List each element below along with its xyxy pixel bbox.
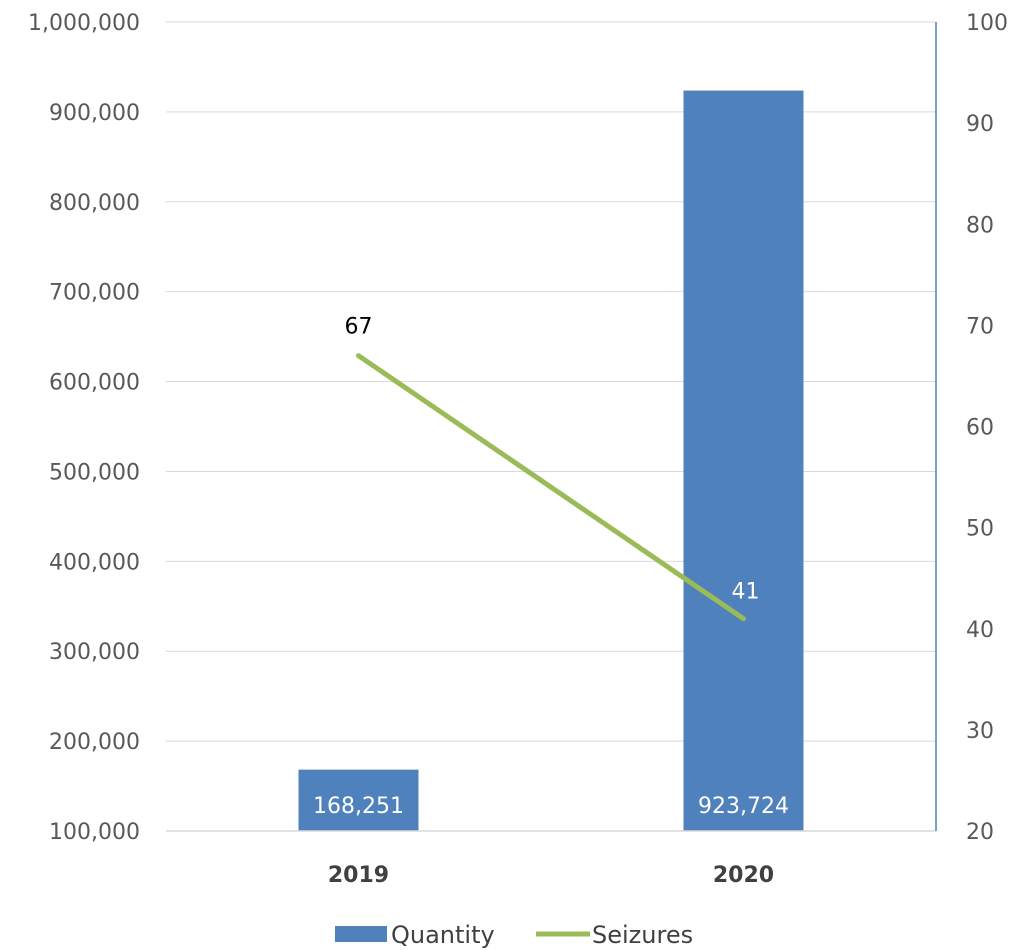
category-label: 2019: [328, 863, 389, 888]
bar-2019: [298, 769, 419, 831]
right-tick-label: 50: [966, 517, 994, 542]
legend-swatch-quantity: [335, 926, 387, 942]
line-seizures: [356, 353, 746, 622]
gridlines: [166, 21, 936, 832]
left-tick-label: 700,000: [49, 281, 140, 306]
left-tick-label: 1,000,000: [28, 11, 140, 36]
bar-data-label: 168,251: [313, 794, 404, 819]
right-tick-label: 30: [966, 719, 994, 744]
left-tick-label: 900,000: [49, 101, 140, 126]
right-tick-label: 40: [966, 618, 994, 643]
right-tick-label: 70: [966, 314, 994, 339]
bars: 168,251 923,724: [298, 90, 804, 831]
line-data-label: 67: [345, 315, 373, 340]
right-axis-ticks: 20 30 40 50 60 70 80 90 100: [966, 11, 1008, 845]
left-tick-label: 500,000: [49, 460, 140, 485]
left-tick-label: 100,000: [49, 820, 140, 845]
left-tick-label: 800,000: [49, 191, 140, 216]
line-data-label: 41: [732, 580, 760, 605]
legend: Quantity Seizures: [335, 921, 693, 949]
left-tick-label: 300,000: [49, 640, 140, 665]
left-tick-label: 400,000: [49, 550, 140, 575]
right-tick-label: 60: [966, 416, 994, 441]
left-axis-ticks: 100,000 200,000 300,000 400,000 500,000 600,0…: [28, 11, 140, 845]
left-tick-label: 600,000: [49, 371, 140, 396]
right-tick-label: 90: [966, 112, 994, 137]
right-tick-label: 20: [966, 820, 994, 845]
left-tick-label: 200,000: [49, 730, 140, 755]
legend-label-seizures: Seizures: [592, 921, 693, 949]
legend-label-quantity: Quantity: [391, 921, 495, 949]
right-tick-label: 80: [966, 213, 994, 238]
bar-2020: [683, 90, 804, 831]
category-label: 2020: [713, 863, 774, 888]
line-series: 67 41: [345, 315, 760, 622]
bar-data-label: 923,724: [698, 794, 789, 819]
category-labels: 2019 2020: [328, 863, 774, 888]
axes: [166, 22, 937, 832]
right-tick-label: 100: [966, 11, 1008, 36]
